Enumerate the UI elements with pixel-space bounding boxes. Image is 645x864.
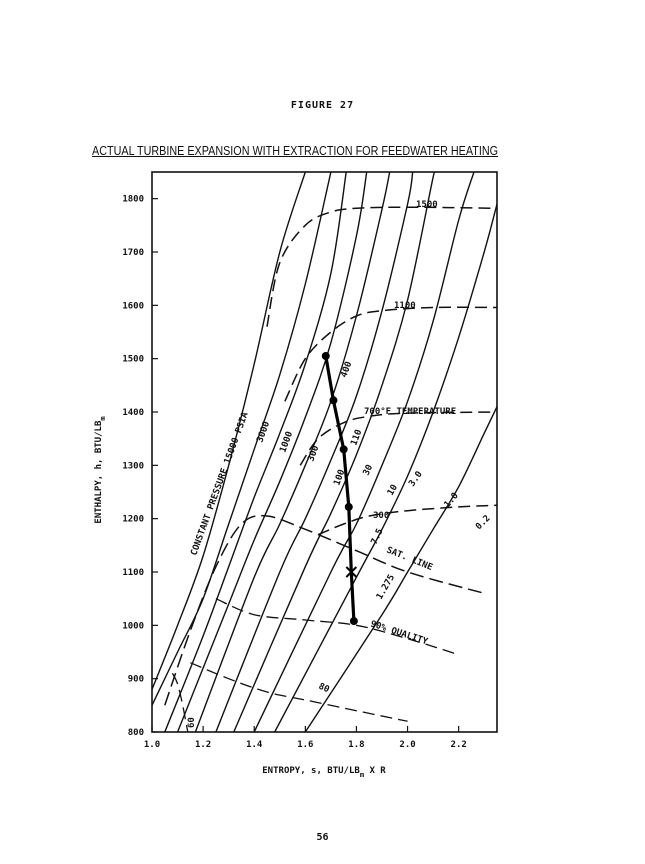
pressure-label-15000: CONSTANT PRESSURE 15000 PSIA — [189, 410, 250, 557]
pressure-label-7-5: 7.5 — [370, 527, 386, 546]
y-tick-label: 1300 — [122, 461, 144, 471]
page-number: 56 — [316, 832, 329, 843]
pressure-line — [152, 172, 306, 690]
temperature-label-1100: 1100 — [394, 301, 416, 311]
y-tick-label: 900 — [128, 675, 144, 685]
quality-line — [190, 662, 408, 722]
pressure-label-300: 300 — [306, 444, 321, 463]
temperature-label-300: 300 — [373, 511, 389, 521]
y-tick-label: 1000 — [122, 621, 144, 631]
x-tick-label: 1.2 — [195, 740, 211, 750]
x-axis-label: ENTROPY, s, BTU/LBm X R — [262, 766, 386, 779]
y-tick-label: 800 — [128, 728, 144, 738]
pressure-line — [253, 172, 475, 732]
figure-title: ACTUAL TURBINE EXPANSION WITH EXTRACTION… — [92, 143, 499, 158]
x-tick-label: 1.4 — [246, 740, 263, 750]
quality-label-90: 90% QUALITY — [369, 619, 429, 647]
y-tick-label: 1200 — [122, 515, 144, 525]
pressure-line — [176, 172, 368, 732]
pressure-label-110: 110 — [349, 428, 364, 447]
plot-frame — [151, 171, 498, 733]
quality-label-80: 80 — [317, 682, 331, 696]
y-tick-label: 1800 — [122, 195, 144, 205]
pressure-label-100: 100 — [332, 468, 347, 487]
pressure-line — [152, 172, 332, 706]
x-tick-label: 1.0 — [144, 740, 160, 750]
quality-line — [215, 598, 459, 656]
temperature-line — [299, 411, 497, 466]
pressure-label-10: 10 — [386, 483, 400, 497]
x-tick-label: 2.0 — [399, 740, 415, 750]
pressure-label-0-2: 0.2 — [474, 514, 493, 533]
quality-label-60: 60 — [187, 717, 197, 728]
y-axis-label: ENTHALPY, h, BTU/LBm — [94, 416, 107, 523]
x-tick-label: 2.2 — [451, 740, 467, 750]
temperature-label-1500: 1500 — [416, 200, 438, 210]
pressure-label-1-275: 1.275 — [375, 573, 397, 601]
figure-label: FIGURE 27 — [290, 100, 355, 111]
pressure-line — [304, 406, 497, 732]
y-tick-label: 1500 — [122, 355, 144, 365]
y-tick-label: 1100 — [122, 568, 144, 578]
saturation-line — [164, 514, 485, 706]
state-point — [321, 352, 330, 360]
y-tick-label: 1700 — [122, 248, 144, 258]
state-point — [349, 617, 358, 626]
temperature-line — [317, 504, 497, 536]
y-tick-label: 1600 — [122, 301, 144, 311]
temperature-line — [266, 206, 497, 327]
pressure-label-3: 3.0 — [407, 470, 425, 489]
pressure-line — [164, 172, 347, 732]
temperature-line — [284, 306, 497, 402]
temperature-label-700: 700°F TEMPERATURE — [364, 407, 456, 417]
pressure-line — [274, 203, 497, 732]
pressure-line — [233, 172, 437, 732]
state-point — [339, 445, 348, 454]
pressure-label-3000: 3000 — [255, 420, 272, 444]
y-tick-label: 1400 — [122, 408, 144, 418]
x-tick-label: 1.6 — [297, 740, 313, 750]
quality-line — [171, 672, 189, 732]
x-tick-label: 1.8 — [348, 740, 364, 750]
expansion-line — [324, 355, 356, 622]
state-point — [344, 502, 353, 511]
pressure-label-30: 30 — [362, 463, 376, 477]
pressure-line — [194, 172, 391, 732]
pressure-label-400: 400 — [339, 360, 354, 379]
state-point — [329, 396, 338, 405]
extraction-point — [345, 566, 358, 578]
